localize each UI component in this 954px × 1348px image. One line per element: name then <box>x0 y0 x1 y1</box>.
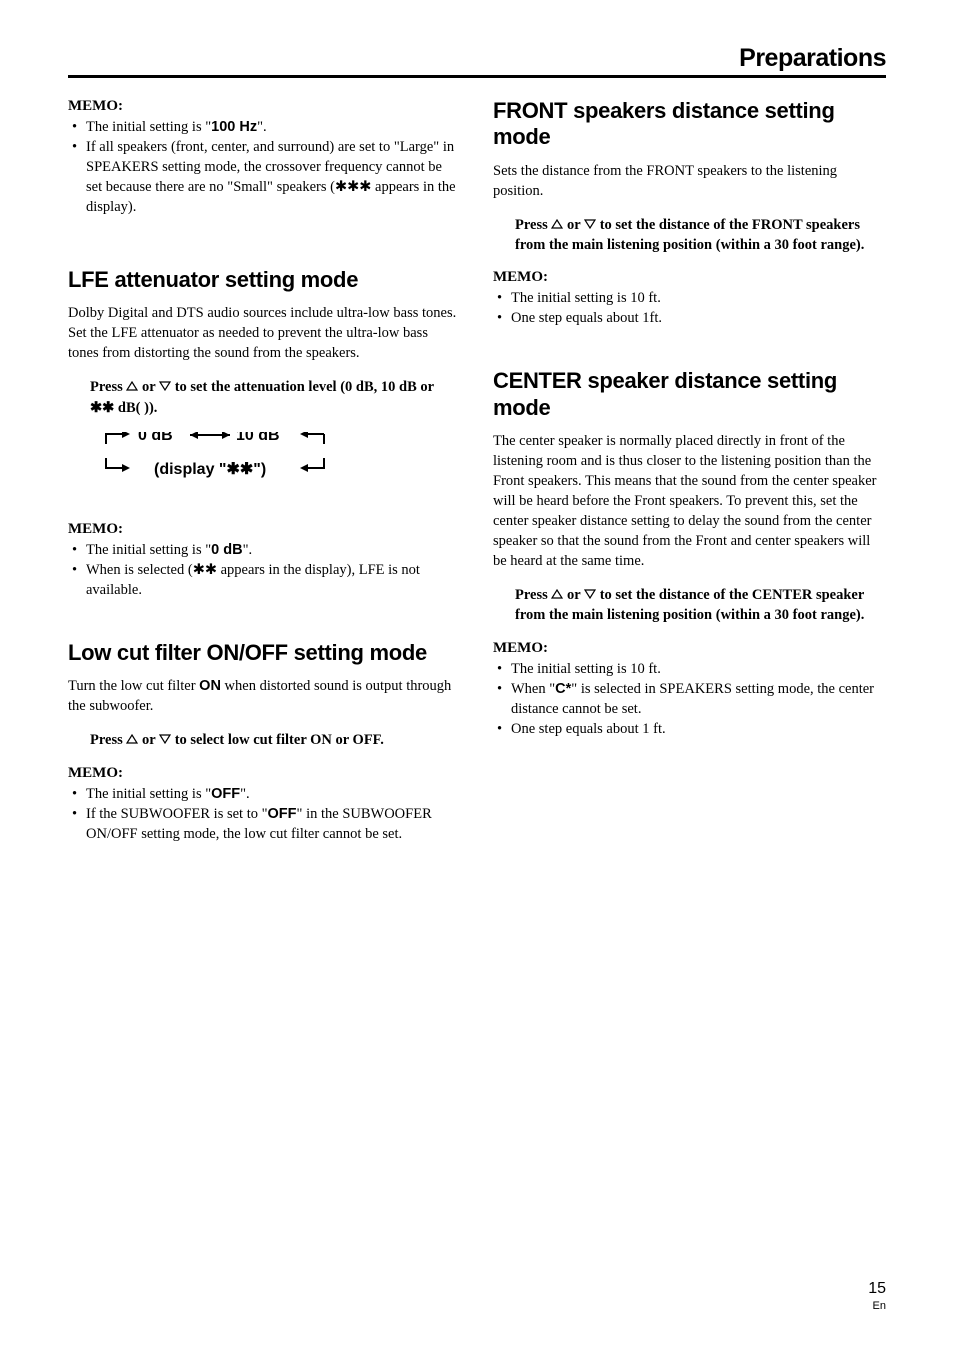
list-item: If all speakers (front, center, and surr… <box>68 137 461 217</box>
body-text: Sets the distance from the FRONT speaker… <box>493 161 886 201</box>
section-heading-center: CENTER speaker distance setting mode <box>493 368 886 421</box>
memo-heading: MEMO: <box>68 521 461 538</box>
diagram-label: 0 dB <box>138 432 173 444</box>
memo-list: The initial setting is "OFF". If the SUB… <box>68 784 461 844</box>
instruction-block: Press or to set the distance of the FRON… <box>493 215 886 256</box>
list-item: One step equals about 1 ft. <box>493 719 886 739</box>
list-item: The initial setting is 10 ft. <box>493 659 886 679</box>
instruction-block: Press or to select low cut filter ON or … <box>68 730 461 750</box>
list-item: The initial setting is "100 Hz". <box>68 117 461 137</box>
triangle-down-icon <box>584 219 596 229</box>
page-footer: 15 En <box>868 1280 886 1312</box>
memo-list: The initial setting is "100 Hz". If all … <box>68 117 461 217</box>
body-text: The center speaker is normally placed di… <box>493 431 886 571</box>
header-title: Preparations <box>739 44 886 73</box>
memo-list: The initial setting is 10 ft. When "C*" … <box>493 659 886 739</box>
page-language: En <box>868 1300 886 1312</box>
memo-list: The initial setting is "0 dB". When is s… <box>68 540 461 600</box>
triangle-up-icon <box>551 219 563 229</box>
left-column: MEMO: The initial setting is "100 Hz". I… <box>68 98 461 852</box>
instruction-block: Press or to set the attenuation level (0… <box>68 377 461 418</box>
body-text: Turn the low cut filter ON when distorte… <box>68 676 461 716</box>
triangle-up-icon <box>126 381 138 391</box>
section-heading-lowcut: Low cut filter ON/OFF setting mode <box>68 640 461 666</box>
memo-heading: MEMO: <box>493 269 886 286</box>
triangle-up-icon <box>551 589 563 599</box>
triangle-down-icon <box>584 589 596 599</box>
memo-heading: MEMO: <box>68 98 461 115</box>
memo-list: The initial setting is 10 ft. One step e… <box>493 288 886 328</box>
list-item: One step equals about 1ft. <box>493 308 886 328</box>
page-number: 15 <box>868 1280 886 1298</box>
diagram-label: (display "✱✱") <box>154 461 266 478</box>
triangle-down-icon <box>159 734 171 744</box>
right-column: FRONT speakers distance setting mode Set… <box>493 98 886 852</box>
diagram-label: 10 dB <box>236 432 280 444</box>
triangle-down-icon <box>159 381 171 391</box>
list-item: The initial setting is "0 dB". <box>68 540 461 560</box>
lfe-diagram: 0 dB 10 dB (display "✱✱") <box>68 432 461 503</box>
flow-diagram-icon: 0 dB 10 dB (display "✱✱") <box>98 432 368 498</box>
page-header: Preparations <box>68 44 886 78</box>
instruction-block: Press or to set the distance of the CENT… <box>493 585 886 626</box>
list-item: When "C*" is selected in SPEAKERS settin… <box>493 679 886 719</box>
list-item: The initial setting is 10 ft. <box>493 288 886 308</box>
triangle-up-icon <box>126 734 138 744</box>
memo-heading: MEMO: <box>68 765 461 782</box>
list-item: When is selected (✱✱ appears in the disp… <box>68 560 461 600</box>
memo-heading: MEMO: <box>493 640 886 657</box>
body-text: Dolby Digital and DTS audio sources incl… <box>68 303 461 363</box>
content-columns: MEMO: The initial setting is "100 Hz". I… <box>68 98 886 852</box>
list-item: The initial setting is "OFF". <box>68 784 461 804</box>
section-heading-front: FRONT speakers distance setting mode <box>493 98 886 151</box>
section-heading-lfe: LFE attenuator setting mode <box>68 267 461 293</box>
list-item: If the SUBWOOFER is set to "OFF" in the … <box>68 804 461 844</box>
